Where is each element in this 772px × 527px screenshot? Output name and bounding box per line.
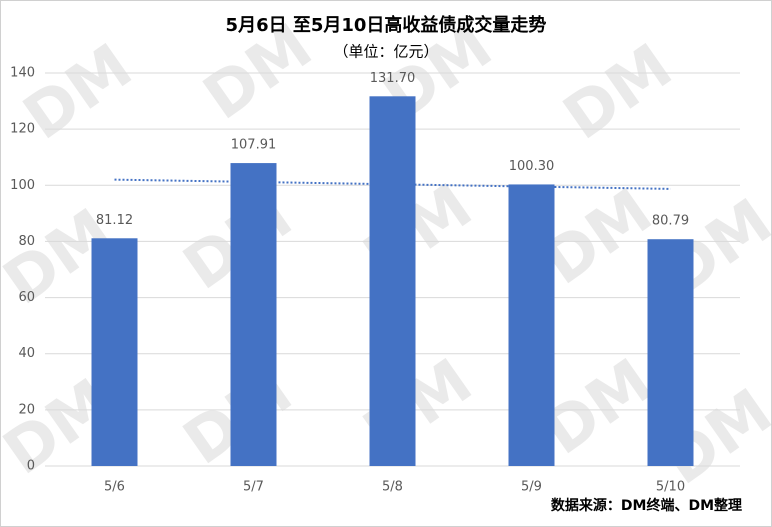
bar <box>369 96 416 466</box>
y-tick-label: 140 <box>10 66 35 81</box>
value-label: 107.91 <box>231 138 277 153</box>
chart-title: 5月6日 至5月10日高收益债成交量走势 <box>226 14 547 36</box>
x-tick-label: 5/7 <box>243 480 264 495</box>
y-tick-label: 60 <box>18 290 35 305</box>
y-tick-label: 20 <box>18 402 35 417</box>
y-tick-label: 80 <box>18 234 35 249</box>
value-label: 81.12 <box>96 213 133 228</box>
bar <box>508 184 555 466</box>
bar <box>647 239 694 466</box>
plot-area: 0 20 40 60 80 100 120 140 5/6 81.12 5/7 107.91 5/8 13… <box>10 66 740 495</box>
bar <box>230 163 277 466</box>
x-tick-label: 5/8 <box>382 480 403 495</box>
bar <box>91 238 138 466</box>
chart-subtitle: （单位：亿元） <box>333 43 438 61</box>
y-tick-label: 0 <box>27 459 35 474</box>
trendline <box>114 178 671 190</box>
y-tick-label: 120 <box>10 122 35 137</box>
x-tick-label: 5/10 <box>656 480 685 495</box>
value-label: 131.70 <box>370 71 416 86</box>
value-label: 80.79 <box>652 214 689 229</box>
value-label: 100.30 <box>509 159 555 174</box>
x-tick-label: 5/9 <box>521 480 542 495</box>
y-tick-label: 40 <box>18 346 35 361</box>
y-tick-label: 100 <box>10 178 35 193</box>
x-tick-label: 5/6 <box>104 480 125 495</box>
source-note: 数据来源：DM终端、DM整理 <box>551 497 742 514</box>
